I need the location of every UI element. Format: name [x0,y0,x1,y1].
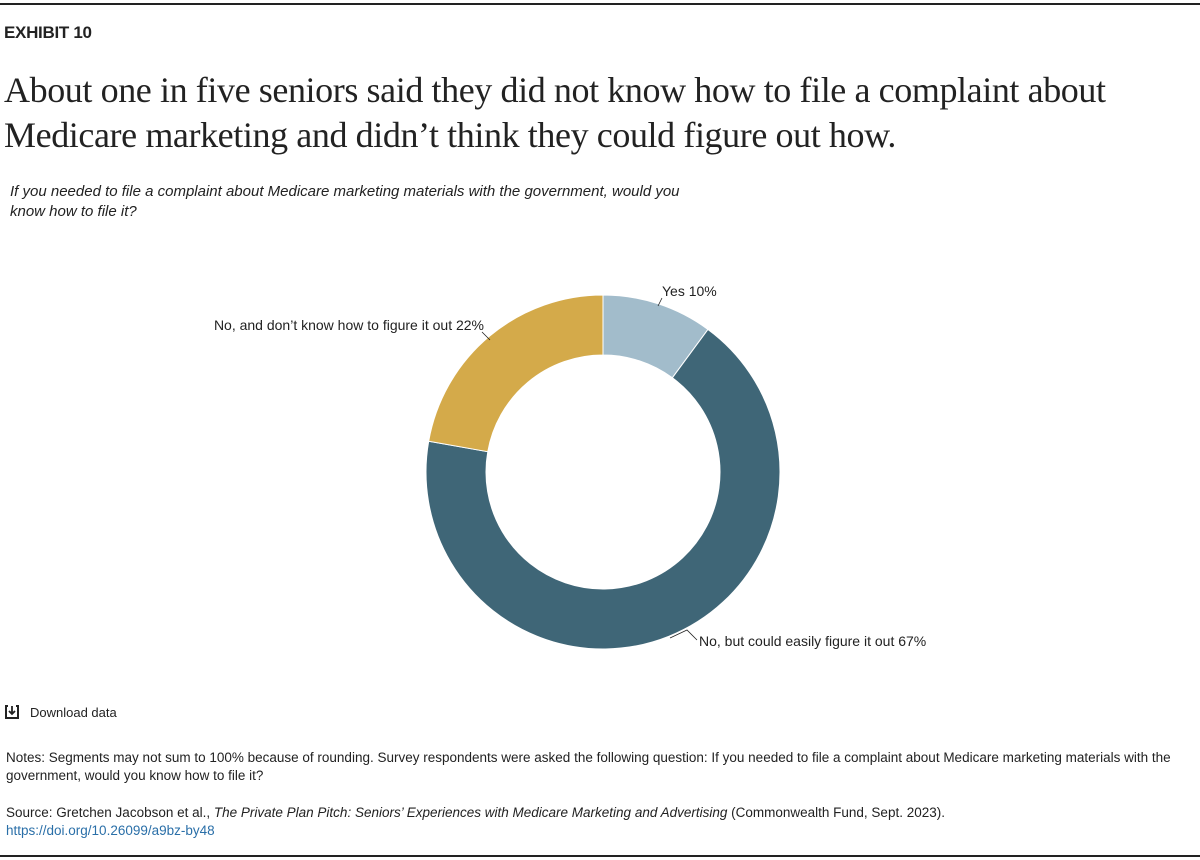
source: Source: Gretchen Jacobson et al., The Pr… [6,804,1186,840]
source-title: The Private Plan Pitch: Seniors’ Experie… [213,805,728,820]
leader-line-1 [669,629,698,641]
slice-label-1: No, but could easily figure it out 67% [699,633,926,649]
donut-slice-1 [425,328,781,650]
exhibit-label: EXHIBIT 10 [4,23,92,42]
source-suffix: (Commonwealth Fund, Sept. 2023). [727,805,945,820]
download-label: Download data [30,704,117,720]
source-prefix: Source: Gretchen Jacobson et al., [6,805,214,820]
notes: Notes: Segments may not sum to 100% beca… [6,750,1171,783]
download-icon [5,705,19,719]
chart-subtitle: If you needed to file a complaint about … [10,183,680,220]
donut-chart: Yes 10% No, but could easily figure it ou… [214,283,926,650]
bottom-rule [0,855,1200,857]
page-title: About one in five seniors said they did … [4,70,1106,155]
download-data-button[interactable]: Download data [4,704,117,720]
leader-line-2 [481,331,491,341]
slice-label-2: No, and don’t know how to figure it out … [214,317,484,333]
doi-link[interactable]: https://doi.org/10.26099/a9bz-by48 [6,823,215,838]
slice-label-0: Yes 10% [662,283,717,299]
donut-slice-2 [428,294,604,453]
top-rule [0,3,1200,5]
leader-line-0 [657,297,663,307]
